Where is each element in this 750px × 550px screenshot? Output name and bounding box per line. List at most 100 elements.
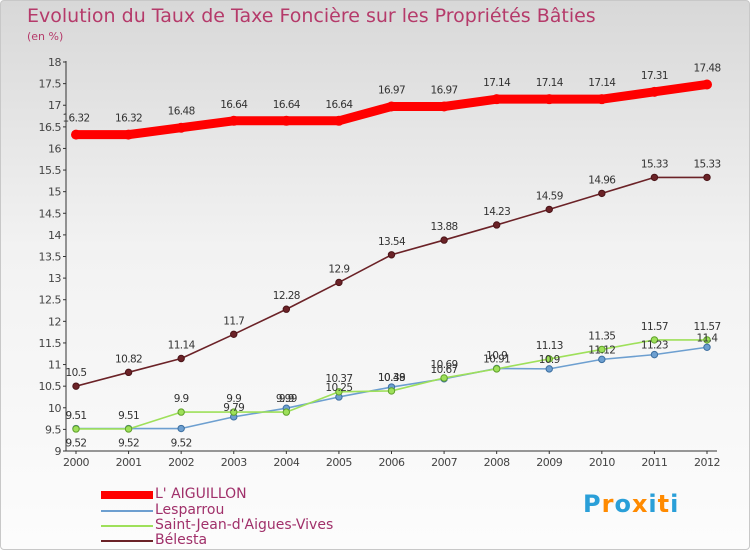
legend-swatch [101, 525, 153, 527]
data-label: 11.14 [168, 340, 196, 352]
x-tick-label: 2007 [431, 456, 457, 469]
data-label: 16.64 [220, 99, 248, 111]
data-point [387, 251, 396, 259]
data-label: 9.52 [118, 438, 139, 450]
data-point [650, 173, 659, 182]
data-label: 14.59 [536, 190, 563, 202]
data-point [596, 94, 607, 105]
x-tick-label: 2012 [694, 456, 720, 469]
legend-label: Lesparrou [155, 502, 225, 518]
x-tick-label: 2006 [379, 456, 405, 469]
data-label: 16.32 [62, 113, 89, 125]
data-label: 10.9 [539, 354, 560, 366]
x-tick-label: 2009 [536, 456, 562, 469]
data-label: 10.67 [431, 364, 458, 376]
data-point [703, 343, 711, 351]
data-label: 10.91 [483, 353, 510, 365]
data-point [545, 355, 553, 363]
data-point [650, 336, 659, 344]
data-label: 9.79 [223, 402, 244, 414]
data-label: 10.39 [378, 372, 405, 384]
data-label: 11.57 [693, 321, 720, 333]
x-tick-label: 2002 [168, 456, 194, 469]
proxiti-logo: Proxiti [583, 490, 679, 518]
data-point [177, 354, 185, 363]
data-point [703, 173, 711, 182]
data-point [703, 336, 711, 344]
data-label: 16.32 [115, 113, 142, 125]
y-tick-label: 13 [48, 272, 61, 285]
y-tick-label: 17.5 [39, 78, 62, 91]
logo-letter: x [631, 490, 649, 518]
data-point [598, 189, 606, 198]
y-tick-label: 14 [48, 229, 61, 242]
chart-title: Evolution du Taux de Taxe Foncière sur l… [27, 5, 596, 27]
data-label: 16.64 [325, 99, 353, 111]
data-label: 17.14 [483, 77, 511, 89]
logo-letter: i [670, 490, 680, 518]
data-label: 10.69 [431, 359, 458, 371]
x-tick-label: 2008 [484, 456, 510, 469]
data-label: 16.97 [431, 85, 458, 97]
legend-label: Saint-Jean-d'Aigues-Vives [155, 517, 334, 533]
data-point [281, 115, 292, 126]
data-label: 9.51 [66, 410, 87, 422]
data-label: 14.23 [483, 206, 510, 218]
data-label: 15.33 [693, 158, 720, 170]
y-tick-label: 12.5 [39, 294, 62, 307]
x-tick-label: 2004 [273, 456, 299, 469]
data-label: 9.9 [279, 393, 294, 405]
data-label: 9.52 [66, 438, 87, 450]
data-point [649, 86, 660, 97]
y-tick-label: 15.5 [39, 164, 62, 177]
y-tick-label: 18 [48, 56, 61, 69]
data-point [545, 365, 553, 373]
data-label: 11.7 [223, 315, 244, 327]
data-label: 9.52 [171, 438, 192, 450]
data-point [230, 408, 238, 416]
data-point [177, 408, 185, 416]
data-label: 12.28 [273, 290, 300, 302]
logo-letter: t [657, 490, 671, 518]
y-tick-label: 14.5 [39, 207, 62, 220]
logo-letter: i [648, 490, 658, 518]
data-point [282, 408, 291, 416]
data-point [72, 382, 80, 390]
data-point [123, 129, 134, 140]
y-tick-label: 11 [48, 359, 61, 372]
data-point [545, 205, 553, 214]
data-point [650, 350, 659, 359]
x-tick-label: 2000 [63, 456, 89, 469]
data-label: 17.14 [588, 77, 616, 89]
y-tick-label: 9 [55, 445, 62, 458]
data-label: 11.57 [641, 321, 668, 333]
data-label: 13.54 [378, 236, 406, 248]
data-point [230, 330, 238, 338]
data-label: 10.37 [325, 373, 352, 385]
x-tick-label: 2005 [326, 456, 352, 469]
data-point [440, 374, 448, 382]
y-tick-label: 12 [48, 315, 61, 328]
y-tick-label: 16 [48, 142, 61, 155]
data-point [544, 94, 555, 105]
y-axis-unit-label: (en %) [27, 30, 64, 43]
data-label: 10.25 [325, 382, 352, 394]
data-label: 9.51 [118, 410, 139, 422]
data-label: 11.23 [641, 340, 668, 352]
data-label: 14.96 [588, 174, 616, 186]
y-tick-label: 15 [48, 186, 61, 199]
data-label: 9.99 [276, 393, 297, 405]
logo-letter: P [583, 490, 602, 518]
data-label: 15.33 [641, 158, 668, 170]
x-tick-label: 2003 [221, 456, 247, 469]
data-point [71, 129, 81, 140]
data-label: 10.5 [66, 367, 87, 379]
data-label: 10.82 [115, 353, 142, 365]
x-tick-label: 2001 [116, 456, 142, 469]
legend-label: L' AIGUILLON [155, 486, 247, 502]
data-label: 11.4 [697, 332, 719, 344]
legend-swatch [101, 540, 153, 542]
data-label: 9.9 [226, 393, 241, 405]
data-label: 10.9 [486, 350, 507, 362]
